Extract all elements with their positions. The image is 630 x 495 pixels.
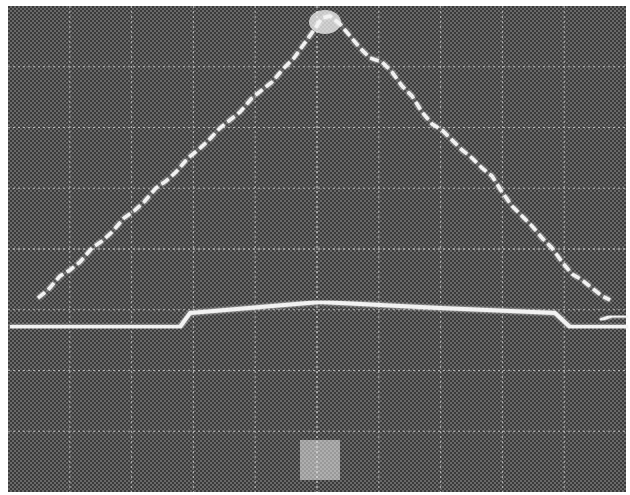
trapezoid-trace [10,299,628,329]
bottom-center-blob [300,440,340,480]
edge-trace-segment [599,314,628,322]
graticule-grid [8,6,626,492]
staircase-trace [36,14,611,302]
